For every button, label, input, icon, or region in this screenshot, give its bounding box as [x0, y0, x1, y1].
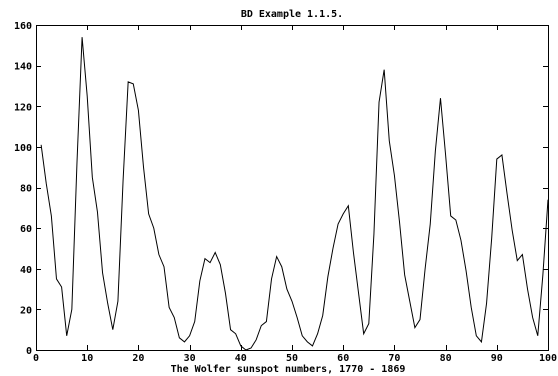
- x-tick-label: 30: [184, 353, 196, 364]
- y-tick-label: 20: [20, 305, 32, 316]
- chart-title: BD Example 1.1.5.: [241, 9, 343, 20]
- x-tick-label: 100: [539, 353, 557, 364]
- x-tick-label: 70: [388, 353, 400, 364]
- x-tick-label: 0: [33, 353, 39, 364]
- x-tick-label: 80: [440, 353, 452, 364]
- y-tick-label: 120: [14, 102, 32, 113]
- y-tick-label: 140: [14, 62, 32, 73]
- series-line: [40, 37, 549, 351]
- y-tick-label: 0: [26, 346, 32, 357]
- x-tick-label: 50: [286, 353, 298, 364]
- x-tick-label: 60: [337, 353, 349, 364]
- x-axis-ticks: 0 10 20 30 40 50 60 70 80 90 100: [33, 25, 557, 364]
- plot-area: 0 10 20 30 40 50 60 70 80 90 100 0 20 40 60 80 100 120 14…: [14, 21, 557, 364]
- x-axis-label: The Wolfer sunspot numbers, 1770 - 1869: [171, 364, 406, 375]
- y-tick-label: 60: [20, 224, 32, 235]
- x-tick-label: 10: [81, 353, 93, 364]
- x-tick-label: 90: [491, 353, 503, 364]
- x-tick-label: 20: [132, 353, 144, 364]
- y-tick-label: 40: [20, 265, 32, 276]
- y-tick-label: 80: [20, 184, 32, 195]
- y-axis-ticks: 0 20 40 60 80 100 120 140 160: [14, 21, 548, 357]
- y-tick-label: 160: [14, 21, 32, 32]
- y-tick-label: 100: [14, 143, 32, 154]
- series-layer: [40, 37, 549, 351]
- x-tick-label: 40: [235, 353, 247, 364]
